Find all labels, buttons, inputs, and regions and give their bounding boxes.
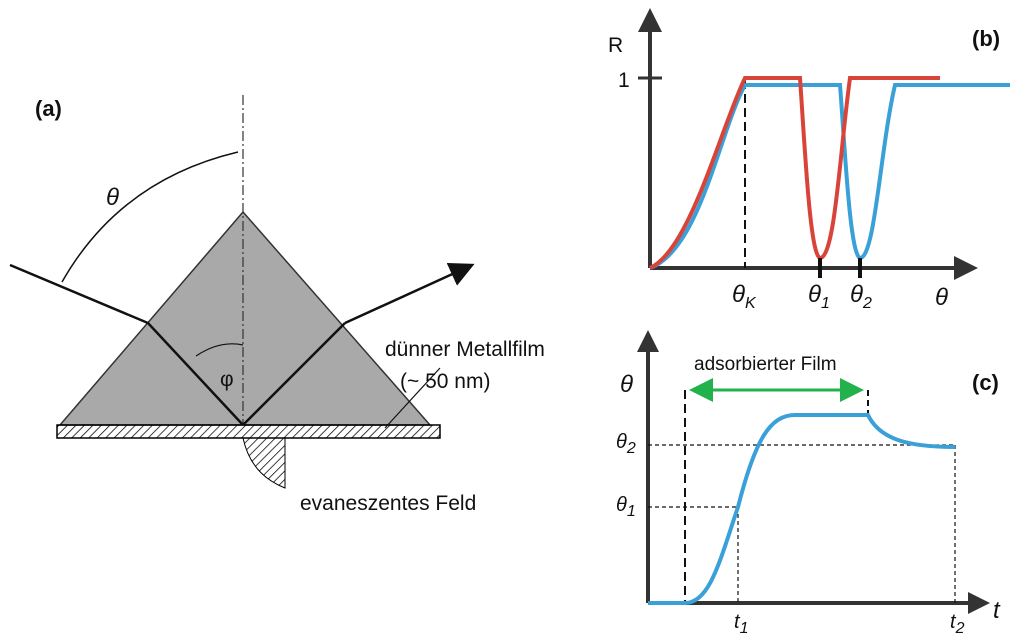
axis-arrow	[968, 592, 990, 614]
curve	[648, 415, 955, 603]
panel-label: (a)	[35, 96, 62, 121]
metal-film	[57, 425, 440, 438]
span-label: adsorbierter Film	[694, 354, 837, 375]
x-axis-label: t	[993, 597, 1001, 624]
panel-b: R 1 (b) θK θ1 θ2 θ	[608, 8, 1010, 312]
panel-label: (b)	[972, 26, 1000, 51]
film-label: dünner Metallfilm	[385, 338, 545, 361]
evanescent-field	[243, 438, 285, 488]
axis-arrow	[954, 256, 978, 280]
x-tick-label: θ1	[808, 281, 830, 312]
x-tick-label: t1	[734, 611, 748, 637]
theta-label: θ	[106, 184, 119, 211]
field-label: evaneszentes Feld	[300, 492, 476, 515]
panel-a: (a) θ φ dünner Metallfilm (~ 50 nm) evan…	[10, 95, 545, 515]
thickness-label: (~ 50 nm)	[400, 370, 490, 393]
axis-arrow	[638, 8, 662, 32]
figure: (a) θ φ dünner Metallfilm (~ 50 nm) evan…	[0, 0, 1014, 637]
panel-label: (c)	[972, 370, 999, 395]
x-tick-label: θK	[732, 281, 757, 312]
y-tick-label: θ2	[616, 431, 636, 457]
outgoing-ray	[345, 266, 470, 323]
x-tick-label: θ2	[850, 281, 872, 312]
y-tick-label: θ1	[616, 494, 636, 520]
x-axis-label: θ	[935, 284, 948, 311]
x-tick-label: t2	[950, 611, 965, 637]
curve-1	[650, 78, 940, 268]
y-axis-label: θ	[620, 371, 633, 398]
axis-arrow	[637, 330, 659, 352]
panel-c: adsorbierter Film θ (c) θ2 θ1 t1 t2 t	[616, 330, 1001, 637]
y-axis-label: R	[608, 34, 623, 57]
phi-label: φ	[220, 368, 234, 391]
y-tick-label: 1	[618, 69, 630, 92]
prism	[60, 212, 430, 425]
